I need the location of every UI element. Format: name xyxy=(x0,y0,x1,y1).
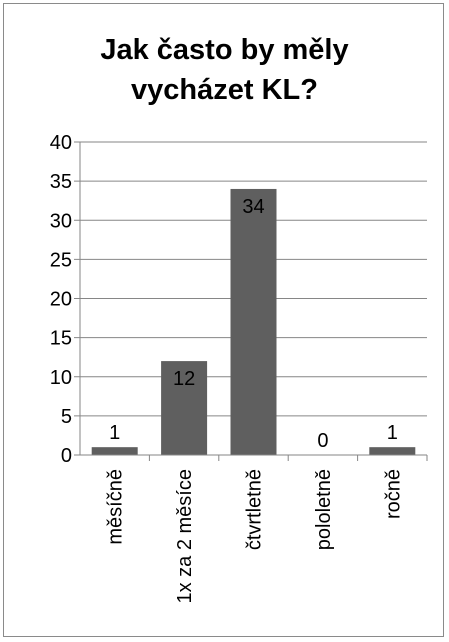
y-tick-label: 30 xyxy=(50,210,72,232)
y-tick-label: 20 xyxy=(50,289,72,311)
category-label: ročně xyxy=(382,469,404,519)
y-tick-label: 5 xyxy=(61,406,72,428)
bar xyxy=(369,447,416,455)
bar xyxy=(161,361,208,455)
y-tick-label: 25 xyxy=(50,249,72,271)
y-tick-label: 10 xyxy=(50,367,72,389)
chart-title: Jak často by měly vycházet KL? xyxy=(0,30,449,110)
bar xyxy=(230,188,277,455)
y-tick-label: 40 xyxy=(50,132,72,154)
data-label: 1 xyxy=(387,422,398,444)
data-label: 34 xyxy=(242,196,264,218)
data-label: 0 xyxy=(317,430,328,452)
chart-title-line-1: Jak často by měly xyxy=(100,34,349,66)
y-tick-label: 35 xyxy=(50,171,72,193)
bar xyxy=(91,447,138,455)
data-label: 1 xyxy=(109,422,120,444)
chart-frame xyxy=(3,3,444,637)
category-label: 1x za 2 měsíce xyxy=(174,469,196,604)
chart-title-line-2: vycházet KL? xyxy=(131,74,318,106)
category-label: čtvrtletně xyxy=(244,469,266,550)
category-label: pololetně xyxy=(313,469,335,550)
y-tick-label: 15 xyxy=(50,328,72,350)
y-tick-label: 0 xyxy=(61,445,72,467)
data-label: 12 xyxy=(173,368,195,390)
category-label: měsíčně xyxy=(105,469,127,545)
